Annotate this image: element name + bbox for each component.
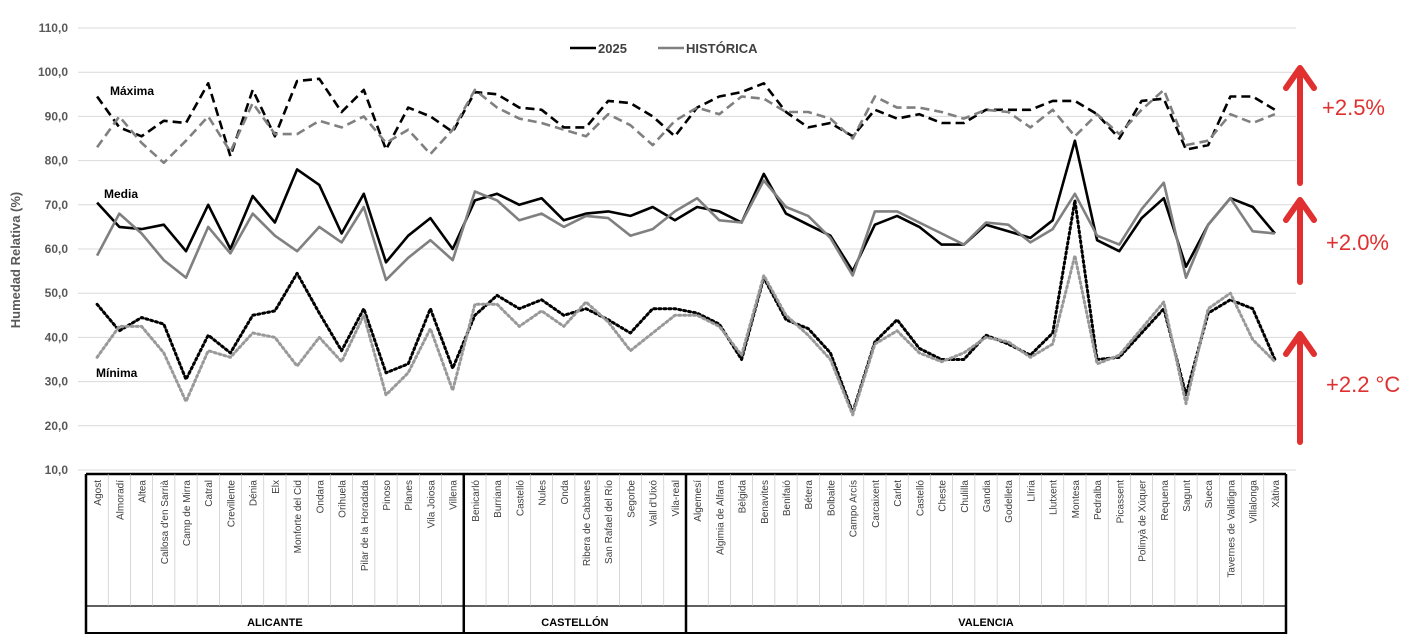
category-label: Castelló (515, 480, 526, 517)
category-label: Catral (204, 480, 215, 507)
category-label: Polinyà de Xúquer (1138, 479, 1149, 561)
category-label: Dénia (249, 480, 260, 507)
y-tick-label: 50,0 (45, 286, 69, 300)
group-label: ALICANTE (247, 617, 303, 629)
series-line-histórica-solid (95, 179, 1276, 282)
y-tick-label: 60,0 (45, 242, 69, 256)
annotation-text: +2.2 °C (1326, 372, 1400, 397)
category-label: Almoradí (115, 480, 126, 520)
category-label: Picassent (1115, 480, 1126, 524)
category-table: ALICANTE CASTELLÓN VALENCIA Agost Almoradí Al… (84, 472, 1288, 634)
category-label: Vall d'Uixó (649, 480, 660, 527)
group-label: VALENCIA (958, 617, 1013, 629)
y-tick-label: 110,0 (39, 21, 69, 35)
legend: 2025 HISTÓRICA (570, 41, 758, 56)
category-label: Bétera (804, 480, 815, 510)
series-line-2025-solid (96, 139, 1276, 273)
category-label: Callosa d'en Sarrià (160, 480, 171, 565)
category-label: Bèlgida (738, 480, 749, 514)
group-label: CASTELLÓN (541, 616, 608, 629)
category-label: Villena (449, 480, 460, 510)
category-label: Requena (1160, 480, 1171, 521)
category-label: Llíria (1026, 480, 1037, 502)
legend-label: HISTÓRICA (686, 41, 758, 56)
category-label: Planes (404, 480, 415, 511)
y-tick-label: 70,0 (45, 198, 69, 212)
category-label: Llutxent (1049, 480, 1060, 515)
series-line-2025-dashed (96, 77, 1276, 158)
category-label: Benicarló (471, 480, 482, 522)
category-label: Pinoso (382, 480, 393, 511)
series-lines (95, 77, 1277, 417)
line-label: Máxima (110, 84, 154, 98)
y-tick-label: 10,0 (45, 463, 69, 477)
annotation-arrow-head (1283, 331, 1317, 357)
y-tick-label: 100,0 (38, 65, 68, 79)
annotation-arrow-head (1283, 65, 1317, 91)
category-label: Ondara (315, 480, 326, 514)
category-label: San Rafael del Río (604, 480, 615, 564)
series-line-histórica-dotted (95, 254, 1277, 417)
category-label: Sueca (1204, 480, 1215, 509)
annotations: +2.5% +2.0% +2.2 °C (1283, 65, 1400, 445)
category-label: Tavernes de Valldigna (1226, 480, 1237, 578)
line-labels: Máxima Media Mínima (96, 84, 154, 380)
category-label: Vila-real (671, 480, 682, 517)
category-label: Bolbaite (826, 480, 837, 517)
category-label: Godelleta (1004, 480, 1015, 523)
line-label: Mínima (96, 366, 138, 380)
category-label: Vila Joiosa (426, 480, 437, 529)
line-label: Media (104, 187, 138, 201)
category-label: Carlet (893, 480, 904, 507)
category-label: Algemesí (693, 480, 704, 522)
legend-label: 2025 (598, 41, 627, 56)
category-label: Villalonga (1249, 480, 1260, 524)
category-label: Segorbe (626, 480, 637, 518)
category-label: Carcaixent (871, 480, 882, 528)
annotation-text: +2.5% (1322, 95, 1385, 120)
category-label: Pedralba (1093, 480, 1104, 520)
category-label: Castelló (915, 480, 926, 517)
annotation-arrow-head (1283, 197, 1317, 223)
category-label: Benavites (760, 480, 771, 524)
y-axis-ticks: 10,0 20,0 30,0 40,0 50,0 60,0 70,0 80,0 90,0 100,… (38, 21, 68, 477)
category-label: Sagunt (1182, 480, 1193, 512)
category-label: Montesa (1071, 480, 1082, 519)
category-label: Onda (560, 480, 571, 505)
y-tick-label: 40,0 (45, 330, 69, 344)
y-tick-label: 20,0 (45, 419, 69, 433)
y-tick-label: 90,0 (45, 109, 69, 123)
category-label: Algimia de Alfara (715, 480, 726, 555)
category-label: Ribera de Cabanes (582, 480, 593, 566)
series-line-2025-dotted (95, 198, 1277, 414)
category-label: Gandia (982, 480, 993, 513)
category-label: Pilar de la Horadada (360, 480, 371, 572)
category-label: Cheste (938, 480, 949, 512)
category-label: Camp de Mirra (182, 480, 193, 547)
y-tick-label: 80,0 (45, 154, 69, 168)
category-label: Chulilla (960, 480, 971, 513)
category-label: Agost (93, 480, 104, 506)
annotation-text: +2.0% (1326, 230, 1389, 255)
category-label: Orihuela (338, 480, 349, 518)
category-label: Campo Arcís (849, 480, 860, 537)
category-label: Altea (138, 480, 149, 503)
y-axis-label: Humedad Relativa (%) (8, 192, 23, 329)
category-label: Xàtiva (1271, 480, 1282, 508)
category-label: Elx (271, 480, 282, 494)
category-label: Benifaió (782, 480, 793, 517)
category-label: Crevillente (226, 480, 237, 528)
category-label: Nules (538, 480, 549, 506)
y-tick-label: 30,0 (45, 375, 69, 389)
series-line-histórica-dashed (96, 88, 1276, 165)
category-label: Burriana (493, 480, 504, 518)
category-label: Monforte del Cid (293, 480, 304, 553)
